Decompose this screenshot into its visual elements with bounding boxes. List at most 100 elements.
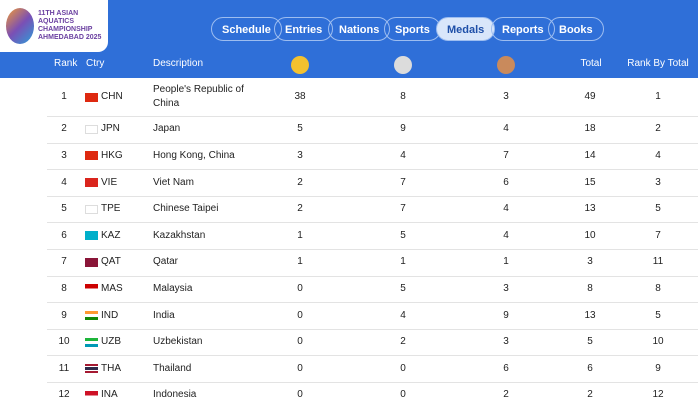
flag	[85, 311, 98, 320]
cell-value: 7	[655, 229, 661, 241]
cell-value: 8	[587, 282, 593, 294]
nav-button[interactable]: Nations	[328, 17, 391, 41]
country-name: Kazakhstan	[153, 229, 206, 241]
cell-value: 13	[584, 309, 596, 321]
cell-value: 2	[587, 389, 593, 401]
country-name: Indonesia	[153, 389, 197, 401]
header-band	[0, 0, 698, 78]
cell-value: 2	[61, 123, 67, 135]
logo-icon	[6, 8, 34, 44]
flag	[85, 92, 98, 102]
cell-value: 1	[400, 256, 406, 268]
cell-value: 0	[400, 362, 406, 374]
country-name: India	[153, 309, 175, 321]
logo-text: AQUATICS	[38, 18, 75, 25]
cell-value: 11	[652, 256, 664, 268]
cell-value: 2	[297, 203, 303, 215]
country-code: INA	[101, 389, 118, 401]
country-name: Hong Kong, China	[153, 149, 235, 161]
cell-value: 3	[503, 91, 509, 102]
country-code: THA	[101, 362, 121, 374]
flag	[85, 124, 98, 134]
column-header: Ctry	[86, 58, 105, 69]
cell-value: 3	[503, 282, 509, 294]
cell-value: 9	[61, 309, 67, 321]
country-name: People's Republic of China	[153, 84, 244, 109]
flag	[85, 364, 98, 374]
country-code: MAS	[101, 282, 123, 294]
nav-button[interactable]: Sports	[384, 17, 441, 41]
cell-value: 10	[584, 229, 596, 241]
cell-value: 0	[297, 309, 303, 321]
cell-value: 7	[503, 149, 509, 161]
row-divider	[47, 142, 698, 144]
cell-value: 4	[655, 149, 661, 161]
row-divider	[47, 382, 698, 383]
cell-value: 6	[503, 362, 509, 374]
cell-value: 4	[503, 123, 509, 135]
logo-text: 11TH ASIAN	[38, 10, 79, 17]
cell-value: 4	[400, 309, 406, 321]
flag	[85, 151, 98, 161]
cell-value: 1	[503, 256, 509, 268]
cell-value: 9	[655, 362, 661, 374]
cell-value: 3	[297, 149, 303, 161]
cell-value: 1	[655, 91, 661, 102]
cell-value: 10	[652, 336, 664, 348]
cell-value: 0	[297, 362, 303, 374]
row-divider	[47, 249, 698, 250]
cell-value: 0	[297, 389, 303, 401]
country-code: IND	[101, 309, 119, 321]
nav-button[interactable]: Entries	[274, 17, 334, 41]
cell-value: 0	[297, 336, 303, 348]
flag	[85, 231, 98, 241]
cell-value: 5	[297, 123, 303, 135]
country-name: Thailand	[153, 362, 192, 374]
cell-value: 13	[584, 203, 596, 215]
cell-value: 5	[61, 203, 67, 215]
cell-value: 4	[61, 176, 67, 188]
cell-value: 2	[400, 336, 406, 348]
nav-button[interactable]: Medals	[436, 17, 496, 41]
country-code: KAZ	[101, 229, 121, 241]
country-code: TPE	[101, 203, 121, 215]
bronze-icon	[497, 56, 515, 74]
cell-value: 38	[294, 91, 306, 102]
country-name: Uzbekistan	[153, 336, 203, 348]
row-divider	[47, 169, 698, 171]
cell-value: 1	[297, 256, 303, 268]
country-code: JPN	[101, 123, 120, 135]
cell-value: 5	[587, 336, 593, 348]
cell-value: 9	[503, 309, 509, 321]
cell-value: 6	[61, 229, 67, 241]
nav-button[interactable]: Reports	[491, 17, 555, 41]
country-name: Japan	[153, 123, 181, 135]
country-name: Viet Nam	[153, 176, 194, 188]
cell-value: 0	[400, 389, 406, 401]
cell-value: 3	[61, 149, 67, 161]
nav-button[interactable]: Books	[548, 17, 604, 41]
flag	[85, 337, 98, 347]
cell-value: 6	[587, 362, 593, 374]
cell-value: 18	[584, 123, 596, 135]
row-divider	[47, 222, 698, 224]
silver-icon	[394, 56, 412, 74]
cell-value: 10	[58, 336, 70, 348]
cell-value: 6	[503, 176, 509, 188]
cell-value: 3	[503, 336, 509, 348]
cell-value: 1	[297, 229, 303, 241]
cell-value: 7	[400, 203, 406, 215]
nav-button[interactable]: Schedule	[211, 17, 282, 41]
cell-value: 4	[503, 203, 509, 215]
flag	[85, 204, 98, 214]
cell-value: 5	[655, 309, 661, 321]
column-header: Rank	[54, 58, 78, 69]
cell-value: 1	[61, 91, 67, 102]
cell-value: 2	[503, 389, 509, 401]
column-header: Total	[580, 58, 602, 69]
country-code: CHN	[101, 91, 123, 102]
row-divider	[47, 275, 698, 277]
cell-value: 4	[503, 229, 509, 241]
country-name: Qatar	[153, 256, 179, 268]
cell-value: 49	[584, 91, 596, 102]
